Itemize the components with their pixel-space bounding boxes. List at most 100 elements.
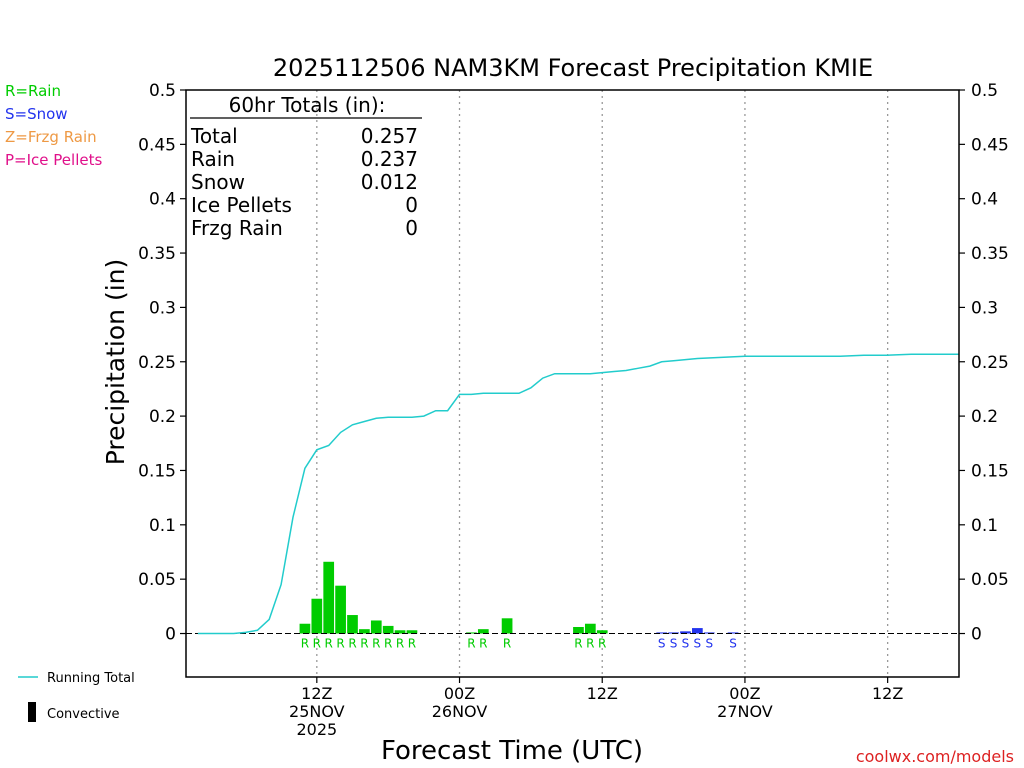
totals-value: 0 bbox=[405, 216, 418, 240]
precip-bar bbox=[323, 561, 335, 634]
precip-type-marker: S bbox=[670, 637, 678, 651]
y-tick-label-left: 0.2 bbox=[149, 407, 176, 427]
convective-legend-label: Convective bbox=[47, 707, 120, 722]
y-tick-label-left: 0.4 bbox=[149, 190, 176, 210]
precip-type-marker: R bbox=[408, 637, 416, 651]
y-tick-label-left: 0.25 bbox=[138, 353, 176, 373]
y-tick-label-right: 0 bbox=[971, 625, 982, 645]
x-tick-label: 25NOV bbox=[289, 702, 345, 721]
x-tick-label: 26NOV bbox=[432, 702, 488, 721]
precip-bars bbox=[299, 561, 739, 634]
precip-type-legend: Z=Frzg Rain bbox=[5, 128, 97, 146]
precip-bar bbox=[370, 620, 382, 634]
precip-type-marker: S bbox=[682, 637, 690, 651]
precip-bar bbox=[680, 631, 691, 634]
x-tick-label: 12Z bbox=[587, 684, 618, 703]
precip-type-marker: R bbox=[336, 637, 344, 651]
precip-type-marker: R bbox=[503, 637, 511, 651]
y-tick-label-right: 0.2 bbox=[971, 407, 998, 427]
credit-text: coolwx.com/models bbox=[856, 747, 1014, 766]
totals-box: 60hr Totals (in): Total 0.257 Rain 0.237 Snow… bbox=[190, 93, 422, 240]
precip-bar bbox=[394, 630, 406, 634]
precip-type-marker: R bbox=[467, 637, 475, 651]
totals-label: Ice Pellets bbox=[191, 193, 292, 217]
precip-type-marker: R bbox=[348, 637, 356, 651]
precip-bar bbox=[501, 618, 513, 634]
precip-bar bbox=[727, 632, 739, 634]
x-tick-label: 00Z bbox=[444, 684, 475, 703]
precip-type-marker: R bbox=[598, 637, 606, 651]
precip-type-legend: P=Ice Pellets bbox=[5, 151, 102, 169]
precip-type-marker: R bbox=[360, 637, 368, 651]
y-tick-label-left: 0 bbox=[165, 625, 176, 645]
precip-type-marker: S bbox=[729, 637, 737, 651]
y-tick-label-left: 0.15 bbox=[138, 461, 176, 481]
x-axis-label: Forecast Time (UTC) bbox=[381, 736, 643, 766]
y-tick-label-left: 0.05 bbox=[138, 570, 176, 590]
precip-bar bbox=[311, 598, 323, 634]
running-total-line bbox=[197, 353, 959, 635]
precip-type-marker: R bbox=[396, 637, 404, 651]
precip-bar bbox=[584, 623, 596, 634]
x-tick-label: 00Z bbox=[729, 684, 760, 703]
y-tick-label-right: 0.35 bbox=[971, 244, 1009, 264]
chart-title: 2025112506 NAM3KM Forecast Precipitation… bbox=[273, 54, 873, 82]
precip-bar bbox=[668, 632, 679, 634]
y-tick-label-left: 0.45 bbox=[138, 135, 176, 155]
precip-type-marker: R bbox=[384, 637, 392, 651]
precip-type-marker: S bbox=[658, 637, 666, 651]
precip-type-legend: R=Rain bbox=[5, 82, 61, 100]
precip-bar bbox=[335, 585, 346, 634]
x-tick-label: 2025 bbox=[296, 720, 337, 739]
grid-lines bbox=[316, 90, 889, 677]
axes: 0 00.05 0.050.1 0.10.15 0.150.2 0.20.25 0.250.… bbox=[138, 81, 1009, 739]
precip-type-legend: S=Snow bbox=[5, 105, 68, 123]
precip-bar bbox=[406, 630, 418, 634]
precip-bar bbox=[466, 632, 477, 634]
precip-bar bbox=[359, 629, 370, 634]
x-tick-label: 12Z bbox=[872, 684, 903, 703]
y-tick-label-right: 0.3 bbox=[971, 298, 998, 318]
y-tick-label-right: 0.5 bbox=[971, 81, 998, 101]
precip-bar bbox=[656, 632, 668, 634]
totals-value: 0.012 bbox=[361, 170, 418, 194]
y-tick-label-left: 0.3 bbox=[149, 298, 176, 318]
totals-value: 0.237 bbox=[361, 147, 418, 171]
precip-bar bbox=[596, 630, 608, 634]
totals-value: 0.257 bbox=[361, 124, 418, 148]
totals-label: Snow bbox=[191, 170, 245, 194]
totals-header: 60hr Totals (in): bbox=[229, 93, 386, 117]
totals-value: 0 bbox=[405, 193, 418, 217]
precip-bar bbox=[573, 626, 584, 634]
y-tick-label-right: 0.15 bbox=[971, 461, 1009, 481]
precip-type-marker: S bbox=[694, 637, 702, 651]
y-tick-label-right: 0.4 bbox=[971, 190, 998, 210]
y-tick-label-right: 0.1 bbox=[971, 516, 998, 536]
totals-label: Frzg Rain bbox=[191, 216, 283, 240]
running-total-legend-label: Running Total bbox=[47, 671, 135, 686]
precip-bar bbox=[477, 629, 489, 634]
y-tick-label-left: 0.35 bbox=[138, 244, 176, 264]
precip-bar bbox=[299, 623, 311, 634]
running-total-layer bbox=[186, 353, 959, 635]
precip-type-marker: R bbox=[586, 637, 594, 651]
y-tick-label-right: 0.45 bbox=[971, 135, 1009, 155]
precip-bar bbox=[382, 625, 394, 634]
y-tick-label-right: 0.25 bbox=[971, 353, 1009, 373]
x-tick-label: 27NOV bbox=[717, 702, 773, 721]
totals-label: Rain bbox=[191, 147, 235, 171]
totals-label: Total bbox=[190, 124, 238, 148]
precip-bar bbox=[692, 628, 703, 634]
plot-frame bbox=[185, 89, 960, 678]
y-axis-label: Precipitation (in) bbox=[101, 259, 130, 466]
legend: R=Rain S=Snow Z=Frzg Rain P=Ice Pellets Runn… bbox=[5, 82, 135, 722]
y-tick-label-right: 0.05 bbox=[971, 570, 1009, 590]
precip-type-marker: R bbox=[479, 637, 487, 651]
y-tick-label-left: 0.1 bbox=[149, 516, 176, 536]
precip-type-marker: R bbox=[325, 637, 333, 651]
precip-bar bbox=[347, 615, 358, 634]
precip-type-marker: R bbox=[313, 637, 321, 651]
precip-type-marker: S bbox=[705, 637, 713, 651]
